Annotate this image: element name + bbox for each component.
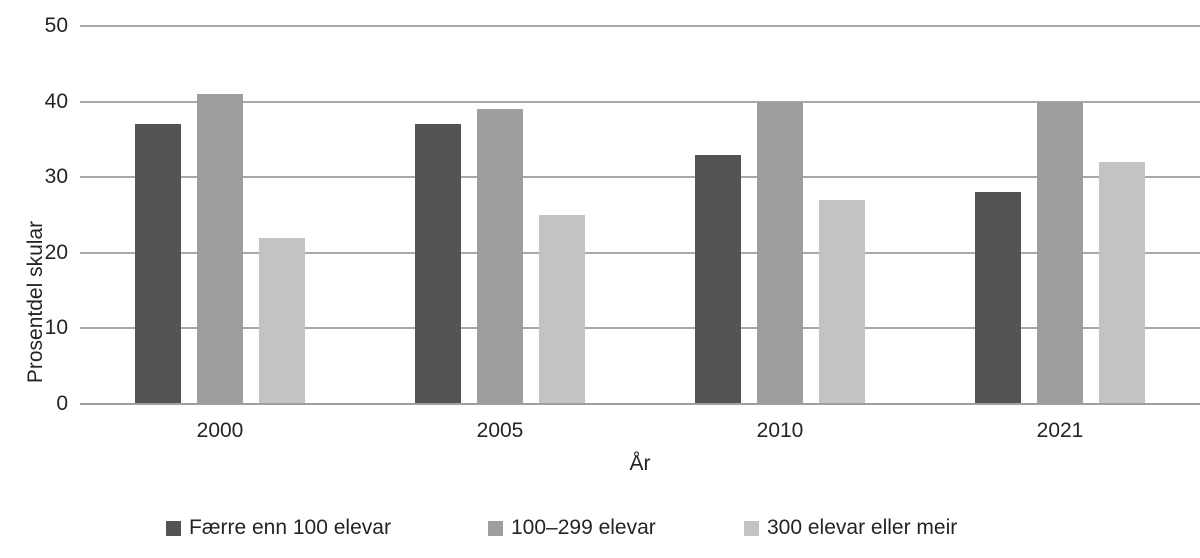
legend-swatch-icon — [488, 520, 503, 536]
legend-swatch-icon — [166, 520, 181, 536]
y-tick-label: 40 — [44, 89, 68, 113]
legend-label: 300 elevar eller meir — [767, 516, 958, 539]
bar-group-2000 — [135, 26, 305, 404]
x-axis-ticks: 2000 2005 2010 2021 — [80, 418, 1200, 444]
bar — [695, 154, 741, 404]
y-axis-ticks: 0 10 20 30 40 50 — [0, 15, 68, 415]
y-tick-label: 20 — [44, 240, 68, 264]
gridline — [80, 327, 1200, 330]
bar — [259, 237, 305, 404]
x-tick-label: 2010 — [756, 419, 804, 442]
bar — [1099, 162, 1145, 404]
y-tick-label: 50 — [44, 14, 68, 37]
bar — [477, 109, 523, 404]
x-axis-baseline — [80, 403, 1200, 405]
bar — [757, 101, 803, 404]
gridline — [80, 176, 1200, 179]
y-tick-label: 0 — [56, 392, 68, 415]
y-tick-label: 10 — [44, 316, 68, 340]
legend-label: Færre enn 100 elevar — [189, 516, 391, 539]
x-tick-label: 2005 — [476, 419, 524, 442]
legend-item: 100–299 elevar — [488, 514, 656, 542]
bar — [975, 192, 1021, 404]
bar-group-2005 — [415, 26, 585, 404]
gridline — [80, 100, 1200, 103]
legend-swatch-icon — [744, 520, 759, 536]
bar — [415, 124, 461, 404]
bar-group-2010 — [695, 26, 865, 404]
x-tick-label: 2000 — [196, 419, 244, 442]
legend-label: 100–299 elevar — [511, 516, 656, 539]
gridline — [80, 251, 1200, 254]
x-tick-label: 2021 — [1036, 419, 1084, 442]
legend-item: 300 elevar eller meir — [744, 514, 957, 542]
legend-item: Færre enn 100 elevar — [166, 514, 391, 542]
legend: Færre enn 100 elevar 100–299 elevar 300 el… — [0, 514, 1200, 542]
bar — [1037, 101, 1083, 404]
x-axis-title: År — [629, 452, 651, 475]
bar-group-2021 — [975, 26, 1145, 404]
bar — [819, 199, 865, 404]
gridline — [80, 25, 1200, 27]
plot-area — [80, 25, 1200, 405]
bar — [197, 94, 243, 404]
bar — [539, 215, 585, 404]
bar — [135, 124, 181, 404]
y-tick-label: 30 — [44, 165, 68, 189]
